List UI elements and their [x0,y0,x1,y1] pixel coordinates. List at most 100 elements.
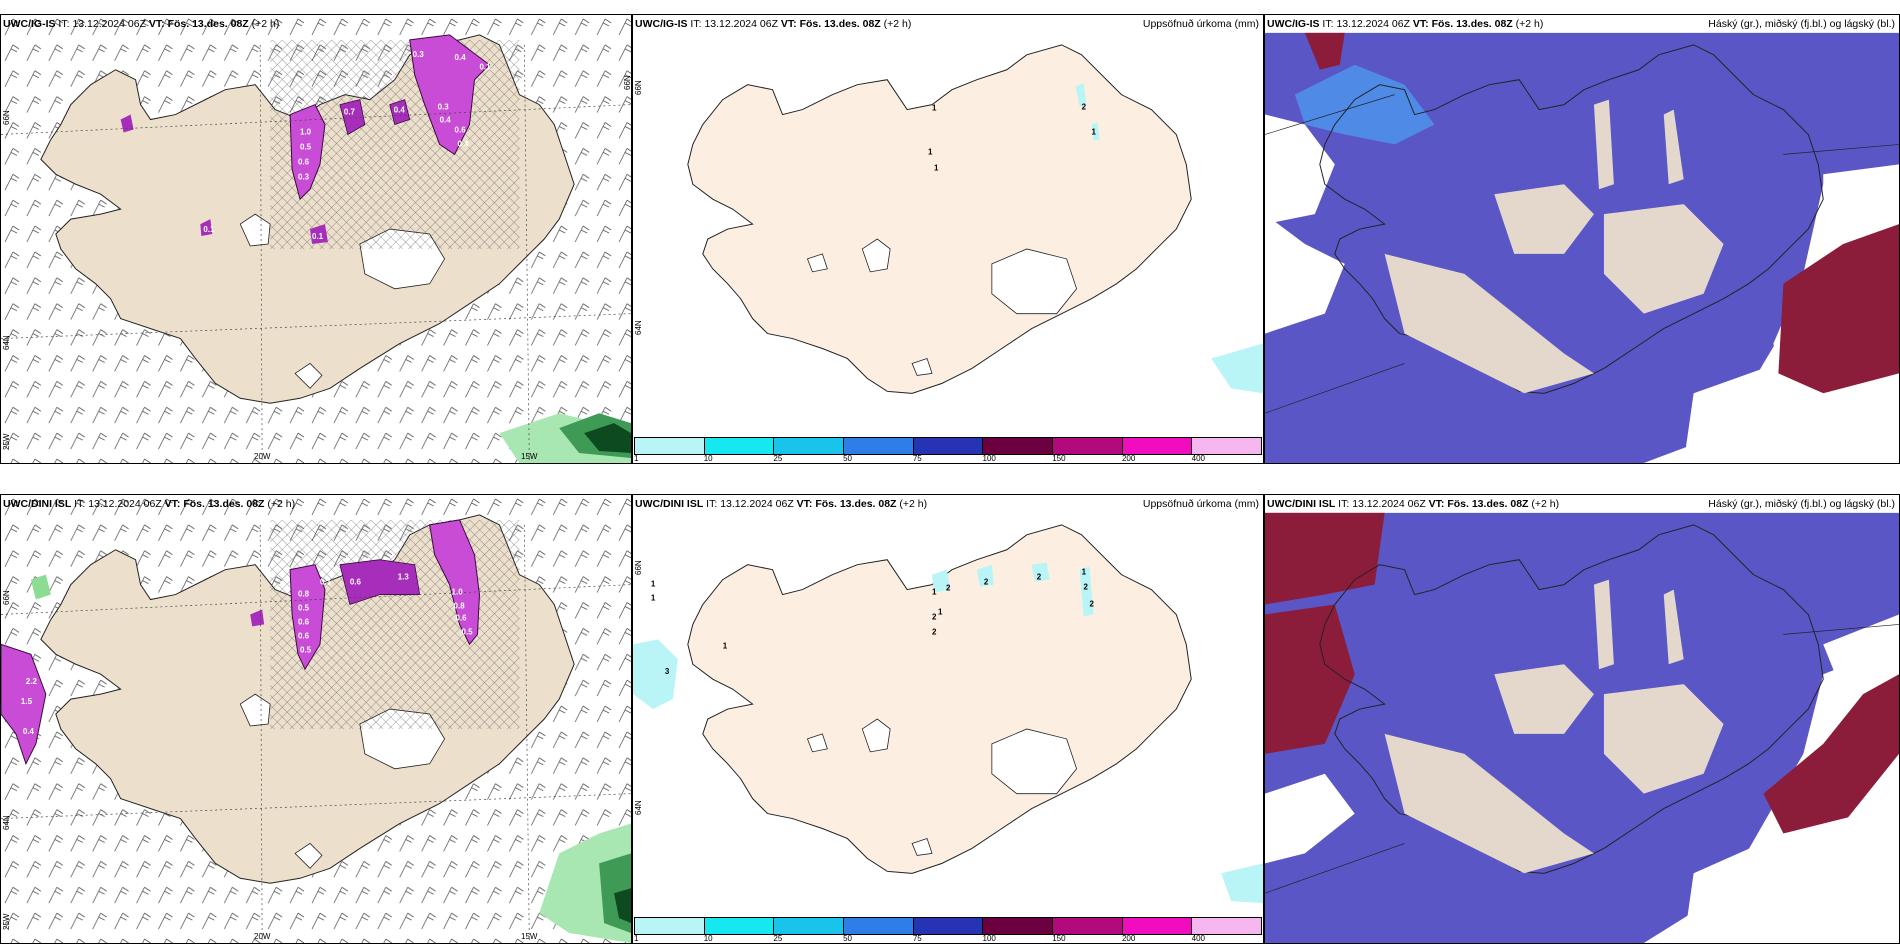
colorbar-tick: 100 [982,454,996,463]
colorbar-cell [844,438,914,454]
precip-map: 1 1 1 2 1 [687,44,1263,394]
panel-top-cloud: UWC/IG-IS IT: 13.12.2024 06Z VT: Fös. 13… [1264,14,1900,464]
lat-label-66: 66N [634,560,643,575]
svg-text:0.1: 0.1 [320,578,332,587]
svg-text:0.3: 0.3 [298,172,310,181]
cloud-map [1265,32,1899,463]
colorbar-cell [844,918,914,934]
snow-value-labels: 0.1 0.8 0.5 0.6 0.6 0.5 0.6 1.3 1.0 0.8 … [21,573,473,736]
colorbar-cell [635,438,705,454]
svg-text:2: 2 [932,612,937,621]
colorbar-tick: 50 [843,454,853,463]
colorbar-cell [774,438,845,454]
lat-label-66: 66N [2,110,11,125]
green-precip [499,413,631,463]
precip-colorbar: 1 10 25 50 75 100 150 200 400 [633,435,1263,463]
precip-title: Uppsöfnuð úrkoma (mm) [1142,18,1259,30]
svg-text:0.1: 0.1 [479,63,491,72]
svg-text:1: 1 [932,588,937,597]
colorbar-cell [1053,918,1123,934]
lat-label-64: 64N [2,815,11,830]
colorbar-cell [635,918,705,934]
colorbar-tick: 10 [703,934,713,943]
svg-text:0.4: 0.4 [440,116,452,125]
colorbar-tick: 150 [1052,454,1066,463]
colorbar-tick: 25 [773,934,783,943]
panel-header: UWC/DINI ISL IT: 13.12.2024 06Z VT: Fös.… [635,498,928,510]
svg-text:0.6: 0.6 [456,613,468,622]
panel-bottom-wind: UWC/DINI ISL IT: 13.12.2024 06Z VT: Fös.… [0,494,632,944]
lon-label-20: 20W [254,932,271,941]
colorbar-cell [913,918,984,934]
lon-label-15: 15W [521,452,538,461]
svg-text:1: 1 [932,104,937,113]
svg-text:2: 2 [1037,573,1042,582]
svg-text:0.6: 0.6 [298,157,310,166]
svg-text:0.5: 0.5 [300,142,312,151]
svg-text:1: 1 [723,641,728,650]
svg-text:0.6: 0.6 [350,578,362,587]
cloud-map [1265,512,1899,943]
svg-text:0.3: 0.3 [413,50,425,59]
colorbar-cell [1192,918,1262,934]
panel-header: UWC/IG-IS IT: 13.12.2024 06Z VT: Fös. 13… [1267,18,1544,30]
colorbar-cell [1053,438,1123,454]
svg-text:1: 1 [928,147,933,156]
lat-label-64: 64N [2,335,11,350]
wind-map: 0.3 0.4 0.1 0.3 0.4 0.6 0.4 0.7 0.4 1.0 … [1,15,631,463]
colorbar-cell [983,918,1054,934]
lat-label-66-right: 66N [623,75,632,90]
lon-label-25: 25W [2,913,11,930]
svg-text:1.0: 1.0 [452,588,464,597]
svg-text:2: 2 [1082,103,1087,112]
svg-text:1: 1 [1082,568,1087,577]
cloud-title: Háský (gr.), miðský (fj.bl.) og lágský (… [1708,498,1895,510]
svg-text:0.4: 0.4 [394,106,406,115]
colorbar-cell [774,918,845,934]
svg-text:1: 1 [651,594,656,603]
svg-text:0.1: 0.1 [312,232,324,241]
colorbar-cell [1192,438,1262,454]
svg-text:2.2: 2.2 [26,677,38,686]
colorbar-cell [1122,438,1193,454]
svg-text:0.6: 0.6 [298,617,310,626]
panel-bottom-cloud: UWC/DINI ISL IT: 13.12.2024 06Z VT: Fös.… [1264,494,1900,944]
precip-value-labels: 1 1 3 1 1 2 2 1 2 2 2 1 2 2 [651,568,1095,677]
lon-label-25: 25W [2,433,11,450]
panel-header: UWC/DINI ISL IT: 13.12.2024 06Z VT: Fös.… [3,498,296,510]
colorbar-tick: 150 [1052,934,1066,943]
colorbar-cell [704,438,775,454]
lon-label-15: 15W [521,932,538,941]
colorbar-cell [1122,918,1193,934]
lat-label-66: 66N [2,590,11,605]
svg-text:0.5: 0.5 [300,645,312,654]
panel-header: UWC/IG-IS IT: 13.12.2024 06Z VT: Fös. 13… [3,18,280,30]
precip-title: Uppsöfnuð úrkoma (mm) [1142,498,1259,510]
precip-map: 1 1 3 1 1 2 2 1 2 2 2 1 2 2 [633,524,1263,904]
svg-text:1: 1 [938,607,943,616]
svg-text:0.5: 0.5 [298,603,310,612]
precip-value-labels: 1 1 1 2 1 [928,103,1096,173]
colorbar-tick: 50 [843,934,853,943]
svg-text:0.8: 0.8 [298,590,310,599]
lat-label-66: 66N [634,80,643,95]
svg-text:1: 1 [651,580,656,589]
lat-label-64: 64N [634,800,643,815]
snow-areas [120,34,491,244]
panel-top-precip: UWC/IG-IS IT: 13.12.2024 06Z VT: Fös. 13… [632,14,1264,464]
panel-header: UWC/IG-IS IT: 13.12.2024 06Z VT: Fös. 13… [635,18,912,30]
wind-map: 0.1 0.8 0.5 0.6 0.6 0.5 0.6 1.3 1.0 0.8 … [1,495,631,943]
colorbar-cell [983,438,1054,454]
colorbar-tick: 1 [634,934,639,943]
svg-text:1: 1 [1092,127,1097,136]
colorbar-tick: 75 [912,454,922,463]
svg-text:2: 2 [932,627,937,636]
colorbar-tick: 75 [912,934,922,943]
svg-text:0.8: 0.8 [454,601,466,610]
lat-label-64: 64N [634,320,643,335]
svg-text:2: 2 [984,578,989,587]
colorbar-tick: 10 [703,454,713,463]
svg-text:2: 2 [1084,583,1089,592]
svg-text:0.4: 0.4 [23,727,35,736]
svg-text:0.1: 0.1 [203,225,215,234]
